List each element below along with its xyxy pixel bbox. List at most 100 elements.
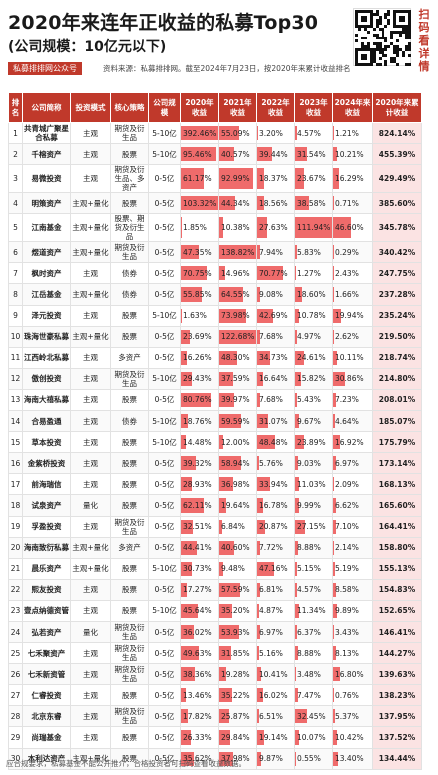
return-value: 16.26% xyxy=(183,353,212,363)
return-bar xyxy=(257,751,261,766)
return-value: 6.97% xyxy=(335,458,359,468)
table-row: 13 海南大禧私募 主观 股票 0-5亿 80.76% 39.97% 7.68% 5.43% 7.… xyxy=(8,388,422,412)
cell-y2024: 9.89% xyxy=(332,599,373,622)
cell-name: 本利达资产 xyxy=(22,747,71,770)
return-bar xyxy=(295,308,299,323)
return-bar xyxy=(257,414,269,429)
column-header: 2023年收益 xyxy=(294,92,333,123)
cell-y2023: 1.27% xyxy=(294,262,333,285)
return-bar xyxy=(181,498,204,513)
cell-name: 草本投资 xyxy=(22,431,71,454)
cell-y2020: 70.75% xyxy=(180,262,219,285)
cell-rank: 6 xyxy=(8,241,23,264)
return-bar xyxy=(219,392,234,408)
return-value: 10.78% xyxy=(297,311,326,321)
return-value: 36.02% xyxy=(183,627,212,637)
return-bar xyxy=(257,730,265,745)
return-bar xyxy=(181,540,198,555)
cell-y2023: 31.54% xyxy=(294,143,333,166)
cell-scale: 0-5亿 xyxy=(148,164,181,194)
column-header: 排名 xyxy=(8,92,23,123)
cell-mode: 主观 xyxy=(70,410,111,433)
cell-rank: 21 xyxy=(8,557,23,580)
return-bar xyxy=(257,266,284,281)
table-row: 26 七禾新资管 主观 期货及衍生品 0-5亿 38.36% 19.28% 10.41% 3.4… xyxy=(8,663,422,686)
table-row: 22 熙友投资 主观 股票 0-5亿 17.27% 57.59% 6.81% 4.57% 8.58… xyxy=(8,578,422,601)
return-bar xyxy=(181,371,192,386)
cell-name: 江西岭北私募 xyxy=(22,346,71,369)
return-bar xyxy=(295,371,301,386)
return-bar xyxy=(257,519,265,534)
cell-strategy: 债券 xyxy=(110,283,149,306)
return-value: 26.33% xyxy=(183,732,212,742)
return-value: 7.47% xyxy=(297,690,321,700)
return-value: 2.09% xyxy=(335,479,359,489)
cell-y2021: 29.84% xyxy=(218,726,257,749)
return-value: 19.28% xyxy=(221,669,250,679)
cell-rank: 18 xyxy=(8,494,23,517)
cell-total: 155.13% xyxy=(372,557,422,580)
return-value: 25.87% xyxy=(221,711,250,721)
return-value: 36.98% xyxy=(221,479,250,489)
return-bar xyxy=(257,287,261,302)
return-bar xyxy=(181,245,199,260)
cell-name: 海南致衍私募 xyxy=(22,536,71,559)
cell-name: 壹点纳德资管 xyxy=(22,599,71,622)
cell-name: 江岳基金 xyxy=(22,283,71,306)
return-bar xyxy=(295,456,299,471)
return-value: 6.84% xyxy=(221,522,245,532)
cell-y2022: 19.14% xyxy=(256,726,295,749)
cell-name: 千榕资产 xyxy=(22,143,71,166)
cell-y2024: 6.62% xyxy=(332,494,373,517)
return-bar xyxy=(295,540,299,555)
return-value: 35.22% xyxy=(221,690,250,700)
return-value: 14.96% xyxy=(221,268,250,278)
cell-name: 泽元投资 xyxy=(22,304,71,327)
return-value: 46.60% xyxy=(335,223,364,233)
table-row: 3 易微投资 主观 期货及衍生品、多资产 0-5亿 61.17% 92.99% 18.37% 2… xyxy=(8,164,422,194)
return-bar xyxy=(181,435,187,450)
table-body: 1 共青城广聚星合私募 主观 期货及衍生品 5-10亿 392.46% 55.09% 3.20… xyxy=(8,121,422,770)
cell-name: 傲创投资 xyxy=(22,367,71,390)
return-bar xyxy=(295,519,306,534)
return-bar xyxy=(257,196,264,211)
return-bar xyxy=(257,350,270,365)
cell-y2021: 55.09% xyxy=(218,121,257,145)
return-value: 42.69% xyxy=(259,311,288,321)
return-bar xyxy=(295,624,298,640)
cell-y2020: 17.27% xyxy=(180,578,219,601)
return-value: 24.61% xyxy=(297,353,326,363)
cell-y2021: 53.93% xyxy=(218,620,257,644)
return-bar xyxy=(181,667,196,682)
return-bar xyxy=(333,217,352,239)
return-bar xyxy=(219,582,241,597)
cell-strategy: 股票 xyxy=(110,726,149,749)
return-value: 7.68% xyxy=(259,332,283,342)
cell-y2024: 2.09% xyxy=(332,473,373,496)
return-value: 10.11% xyxy=(335,353,364,363)
return-bar xyxy=(333,709,336,724)
cell-total: 137.95% xyxy=(372,705,422,728)
cell-y2021: 48.30% xyxy=(218,346,257,369)
cell-y2023: 38.58% xyxy=(294,192,333,215)
return-value: 5.15% xyxy=(297,564,321,574)
return-value: 33.94% xyxy=(259,479,288,489)
return-value: 58.94% xyxy=(221,458,250,468)
table-row: 24 弘若资产 量化 期货及衍生品 0-5亿 36.02% 53.93% 6.97% 6.37%… xyxy=(8,620,422,644)
ranking-table-wrapper: 排名 公司简称 投资模式 核心策略 公司规模 2020年收益 2021年收益 2022年收益 2… xyxy=(8,92,422,770)
cell-name: 江南基金 xyxy=(22,213,71,243)
return-bar xyxy=(295,561,297,576)
cell-strategy: 股票 xyxy=(110,388,149,412)
return-bar xyxy=(295,582,297,597)
qr-code[interactable] xyxy=(353,8,411,66)
return-bar xyxy=(219,126,240,141)
cell-total: 185.07% xyxy=(372,410,422,433)
table-row: 25 七禾聚资产 主观 期货及衍生品 0-5亿 49.63% 31.85% 5.16% 8.88… xyxy=(8,642,422,665)
return-value: 16.80% xyxy=(335,669,364,679)
cell-y2022: 18.56% xyxy=(256,192,295,215)
table-header-row: 排名 公司简称 投资模式 核心策略 公司规模 2020年收益 2021年收益 2022年收益 2… xyxy=(8,92,422,123)
return-bar xyxy=(333,519,336,534)
cell-total: 134.44% xyxy=(372,747,422,770)
return-value: 7.94% xyxy=(259,247,283,257)
cell-y2021: 138.82% xyxy=(218,241,257,264)
